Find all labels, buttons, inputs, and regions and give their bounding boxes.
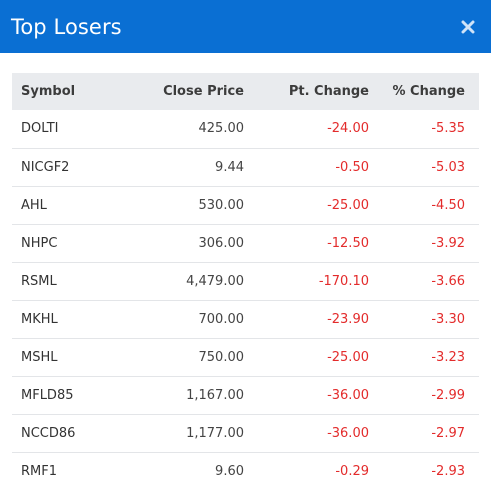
cell-pt-change: -36.00 xyxy=(244,375,369,414)
cell-symbol: DOLTI xyxy=(21,121,59,137)
close-icon[interactable] xyxy=(457,16,479,38)
cell-symbol: RSML xyxy=(12,261,130,300)
cell-pt-change: -12.50 xyxy=(244,223,369,262)
cell-pt-change: -24.00 xyxy=(327,121,369,137)
cell-pct-change: -3.23 xyxy=(369,337,479,376)
cell-close-price: 9.44 xyxy=(130,147,244,186)
cell-close-price: 9.60 xyxy=(130,451,244,490)
cell-close-price: 700.00 xyxy=(130,299,244,338)
cell-pct-change: -3.66 xyxy=(369,261,479,300)
cell-pt-change: -170.10 xyxy=(244,261,369,300)
column-header-close-price[interactable]: Close Price xyxy=(163,84,244,99)
modal-body: Symbol Close Price Pt. Change % Change D… xyxy=(0,53,491,490)
cell-close-price: 425.00 xyxy=(198,121,245,137)
cell-close-price: 306.00 xyxy=(130,223,244,262)
table-row[interactable]: RMF1 9.60 -0.29 -2.93 xyxy=(12,451,479,490)
modal-header: Top Losers xyxy=(0,0,491,53)
cell-close-price: 750.00 xyxy=(130,337,244,376)
modal-title: Top Losers xyxy=(11,14,122,39)
cell-close-price: 4,479.00 xyxy=(130,261,244,300)
cell-pt-change: -23.90 xyxy=(244,299,369,338)
cell-pct-change: -3.92 xyxy=(369,223,479,262)
cell-pt-change: -0.29 xyxy=(244,451,369,490)
column-header-symbol[interactable]: Symbol xyxy=(21,84,76,99)
cell-symbol: NICGF2 xyxy=(12,147,130,186)
cell-pct-change: -2.93 xyxy=(369,451,479,490)
cell-pct-change: -2.99 xyxy=(369,375,479,414)
table-row[interactable]: NHPC 306.00 -12.50 -3.92 xyxy=(12,223,479,262)
table-header: Symbol Close Price Pt. Change % Change xyxy=(12,73,479,110)
table-row[interactable]: MSHL 750.00 -25.00 -3.23 xyxy=(12,337,479,376)
table-row[interactable]: MKHL 700.00 -23.90 -3.30 xyxy=(12,299,479,338)
cell-symbol: NCCD86 xyxy=(12,413,130,452)
cell-symbol: RMF1 xyxy=(12,451,130,490)
cell-pt-change: -0.50 xyxy=(244,147,369,186)
cell-symbol: NHPC xyxy=(12,223,130,262)
table-row[interactable]: NICGF2 9.44 -0.50 -5.03 xyxy=(12,147,479,186)
cell-pt-change: -25.00 xyxy=(244,337,369,376)
table-header-row: Symbol Close Price Pt. Change % Change xyxy=(12,73,479,110)
table-row[interactable]: RSML 4,479.00 -170.10 -3.66 xyxy=(12,261,479,300)
close-icon-glyph xyxy=(461,20,475,33)
cell-pct-change: -5.03 xyxy=(369,147,479,186)
column-header-pct-change[interactable]: % Change xyxy=(392,84,466,99)
table-row[interactable]: MFLD85 1,167.00 -36.00 -2.99 xyxy=(12,375,479,414)
losers-table: Symbol Close Price Pt. Change % Change D… xyxy=(12,73,479,490)
cell-symbol: MFLD85 xyxy=(12,375,130,414)
cell-symbol: MKHL xyxy=(12,299,130,338)
cell-close-price: 530.00 xyxy=(130,185,244,224)
cell-close-price: 1,167.00 xyxy=(130,375,244,414)
cell-symbol: AHL xyxy=(12,185,130,224)
table-row[interactable]: AHL 530.00 -25.00 -4.50 xyxy=(12,185,479,224)
table-body: DOLTI 425.00 -24.00 -5.35 NICGF2 9.44 -0… xyxy=(12,110,479,490)
cell-pct-change: -4.50 xyxy=(369,185,479,224)
cell-pct-change: -5.35 xyxy=(431,121,465,137)
cell-pt-change: -25.00 xyxy=(244,185,369,224)
cell-close-price: 1,177.00 xyxy=(130,413,244,452)
cell-pct-change: -2.97 xyxy=(369,413,479,452)
cell-pct-change: -3.30 xyxy=(369,299,479,338)
cell-pt-change: -36.00 xyxy=(244,413,369,452)
table-row[interactable]: NCCD86 1,177.00 -36.00 -2.97 xyxy=(12,413,479,452)
table-row[interactable]: DOLTI 425.00 -24.00 -5.35 xyxy=(12,110,479,148)
column-header-pt-change[interactable]: Pt. Change xyxy=(288,84,369,99)
cell-symbol: MSHL xyxy=(12,337,130,376)
